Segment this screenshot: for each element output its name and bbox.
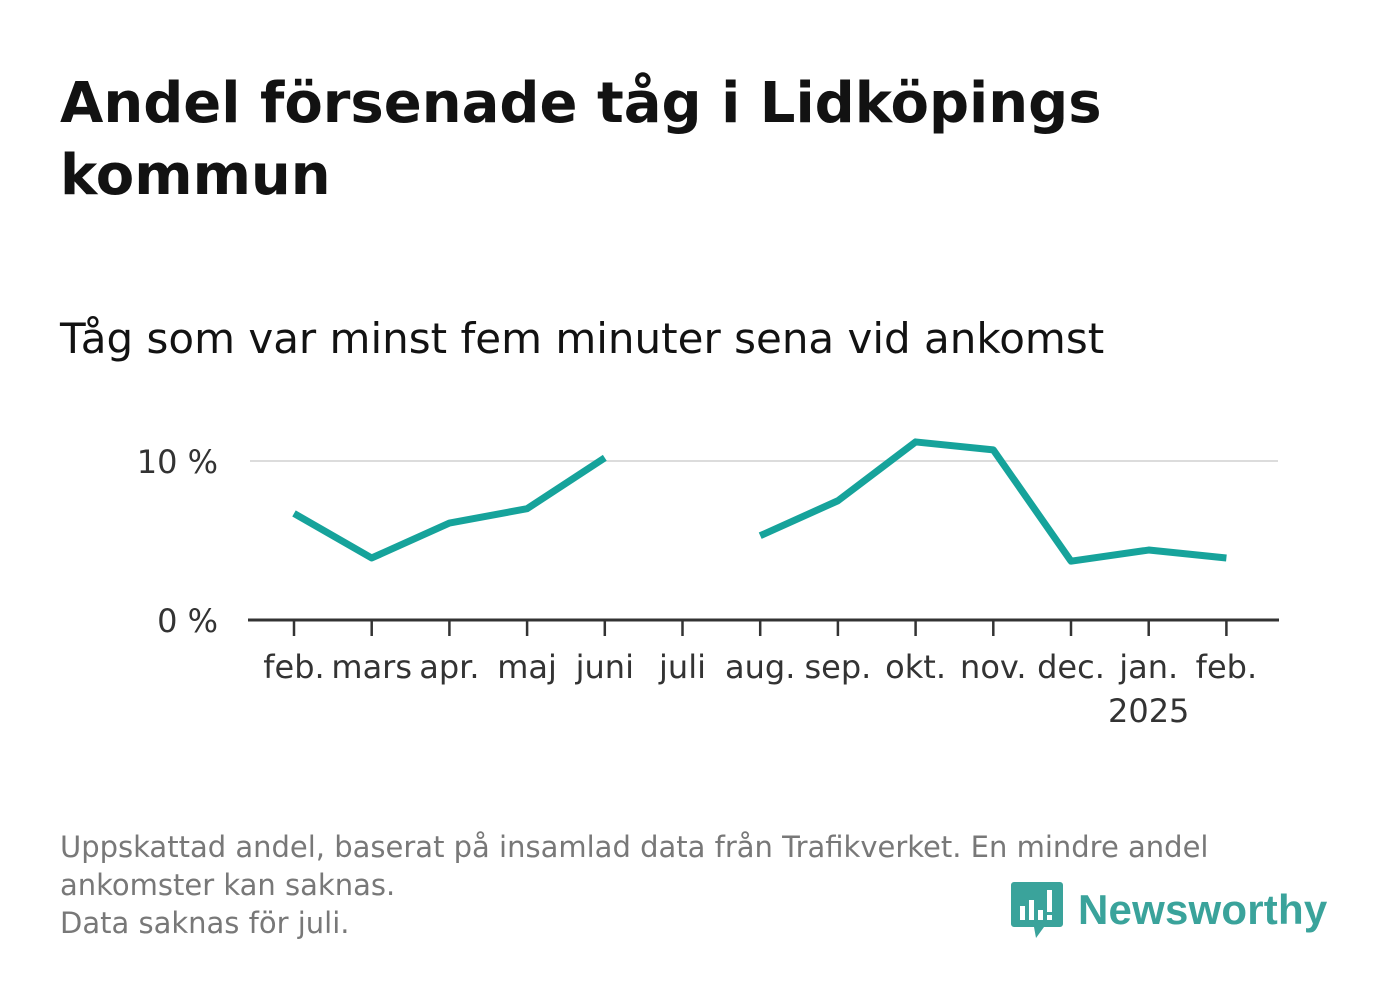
y-tick-label: 0 % [157,602,218,640]
chart-title: Andel försenade tåg i Lidköpings kommun [60,71,1102,208]
bar-chart-speech-bubble-icon [1011,882,1063,938]
x-tick-label: sep. [804,648,871,686]
footnote-line-1: Uppskattad andel, baserat på insamlad da… [60,830,1209,864]
x-tick-label: nov. [960,648,1026,686]
footnote-line-3: Data saknas för juli. [60,906,350,940]
x-tick-label: okt. [885,648,946,686]
x-tick-label: feb. [1196,648,1257,686]
x-tick-sublabel: 2025 [1108,692,1189,730]
x-tick-label: jan. [1118,648,1178,686]
series-line-segment [292,454,607,562]
x-tick-label: mars [331,648,412,686]
x-tick-label: juni [575,648,634,686]
x-tick-label: juli [658,648,706,686]
line-chart: 0 %10 %feb. mars apr. maj juni juli aug. sep. ok… [137,438,1279,730]
footnote-line-2: ankomster kan saknas. [60,868,396,902]
chart-subtitle: Tåg som var minst fem minuter sena vid a… [60,314,1105,363]
x-tick-label: dec. [1037,648,1105,686]
chart-footnote: Uppskattad andel, baserat på insamlad da… [60,828,1310,942]
y-tick-label: 10 % [137,443,218,481]
x-tick-label: maj [497,648,557,686]
newsworthy-logo: Newsworthy [1010,878,1327,942]
logo-text: Newsworthy [1078,886,1328,933]
x-tick-label: feb. [263,648,324,686]
series-line-segment [758,438,1227,565]
x-tick-label: aug. [725,648,795,686]
x-tick-label: apr. [419,648,479,686]
